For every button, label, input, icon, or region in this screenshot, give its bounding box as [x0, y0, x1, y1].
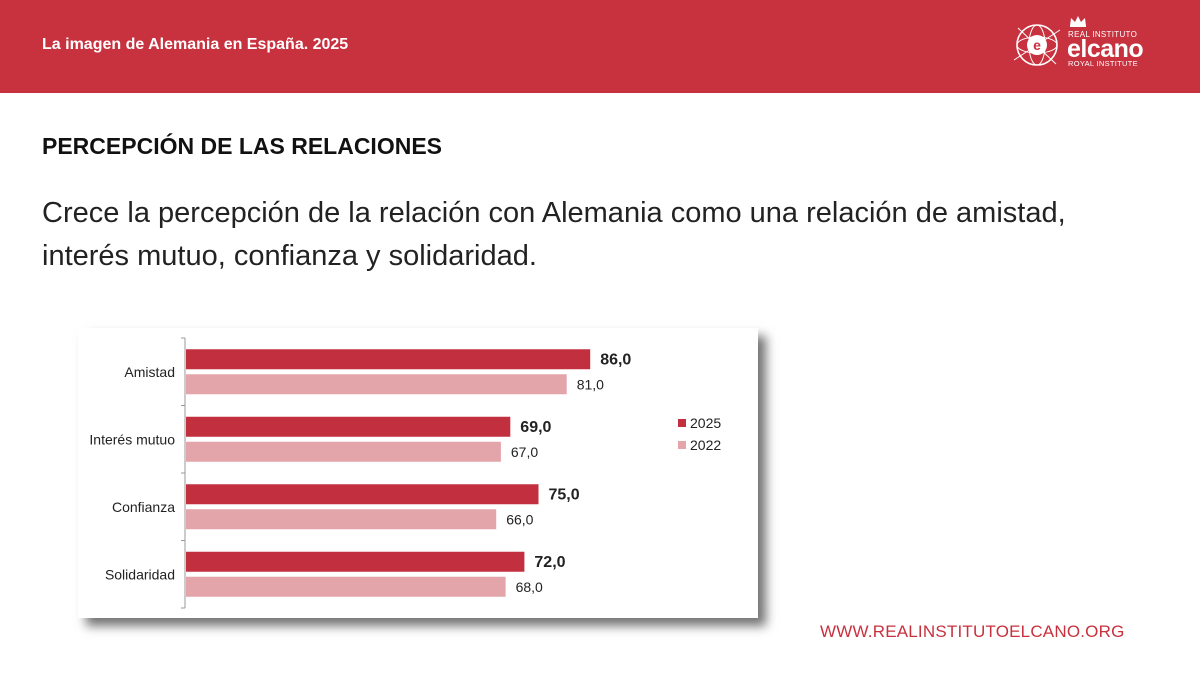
bar-2022: [186, 576, 506, 597]
bar-2022: [186, 374, 567, 395]
header-bar: La imagen de Alemania en España. 2025 e …: [0, 0, 1200, 93]
logo-mark-letter: e: [1033, 37, 1041, 53]
legend-label-2025: 2025: [690, 415, 721, 431]
section-title: PERCEPCIÓN DE LAS RELACIONES: [42, 133, 442, 159]
crown-icon: [1070, 16, 1086, 27]
category-label: Interés mutuo: [89, 431, 175, 447]
logo-text-elcano: elcano: [1067, 35, 1144, 63]
elcano-globe-icon: e: [1013, 24, 1061, 66]
data-label-2022: 81,0: [577, 376, 604, 392]
logo-text-real-instituto: REAL INSTITUTO: [1068, 30, 1138, 39]
data-label-2025: 69,0: [520, 419, 551, 436]
data-label-2022: 68,0: [516, 579, 543, 595]
legend-swatch-2022: [678, 441, 686, 449]
data-label-2025: 72,0: [534, 554, 565, 571]
data-label-2022: 66,0: [506, 511, 533, 527]
header-title: La imagen de Alemania en España. 2025: [42, 36, 349, 53]
bar-2022: [186, 441, 501, 462]
data-label-2022: 67,0: [511, 444, 538, 460]
bar-2025: [186, 349, 591, 370]
footer-website-link[interactable]: WWW.REALINSTITUTOELCANO.ORG: [820, 622, 1125, 641]
bar-2025: [186, 416, 511, 437]
bar-chart: Amistad 86,0 81,0 Interés mutuo 69,0 67,0 Conf…: [78, 328, 758, 618]
bar-2025: [186, 484, 539, 505]
legend-swatch-2025: [678, 419, 686, 427]
category-label: Confianza: [112, 499, 175, 515]
chart-svg: Amistad 86,0 81,0 Interés mutuo 69,0 67,0 Conf…: [89, 337, 721, 609]
data-label-2025: 86,0: [600, 351, 631, 368]
elcano-logo[interactable]: e REAL INSTITUTO elcano ROYAL INSTITUTE: [1012, 12, 1162, 74]
subtitle-text: Crece la percepción de la relación con A…: [42, 197, 1066, 272]
category-label: Solidaridad: [105, 566, 175, 582]
bar-2022: [186, 509, 497, 530]
logo-text-royal-institute: ROYAL INSTITUTE: [1068, 59, 1138, 68]
category-label: Amistad: [124, 364, 175, 380]
bar-2025: [186, 551, 525, 572]
data-label-2025: 75,0: [549, 486, 580, 503]
legend-label-2022: 2022: [690, 437, 721, 453]
